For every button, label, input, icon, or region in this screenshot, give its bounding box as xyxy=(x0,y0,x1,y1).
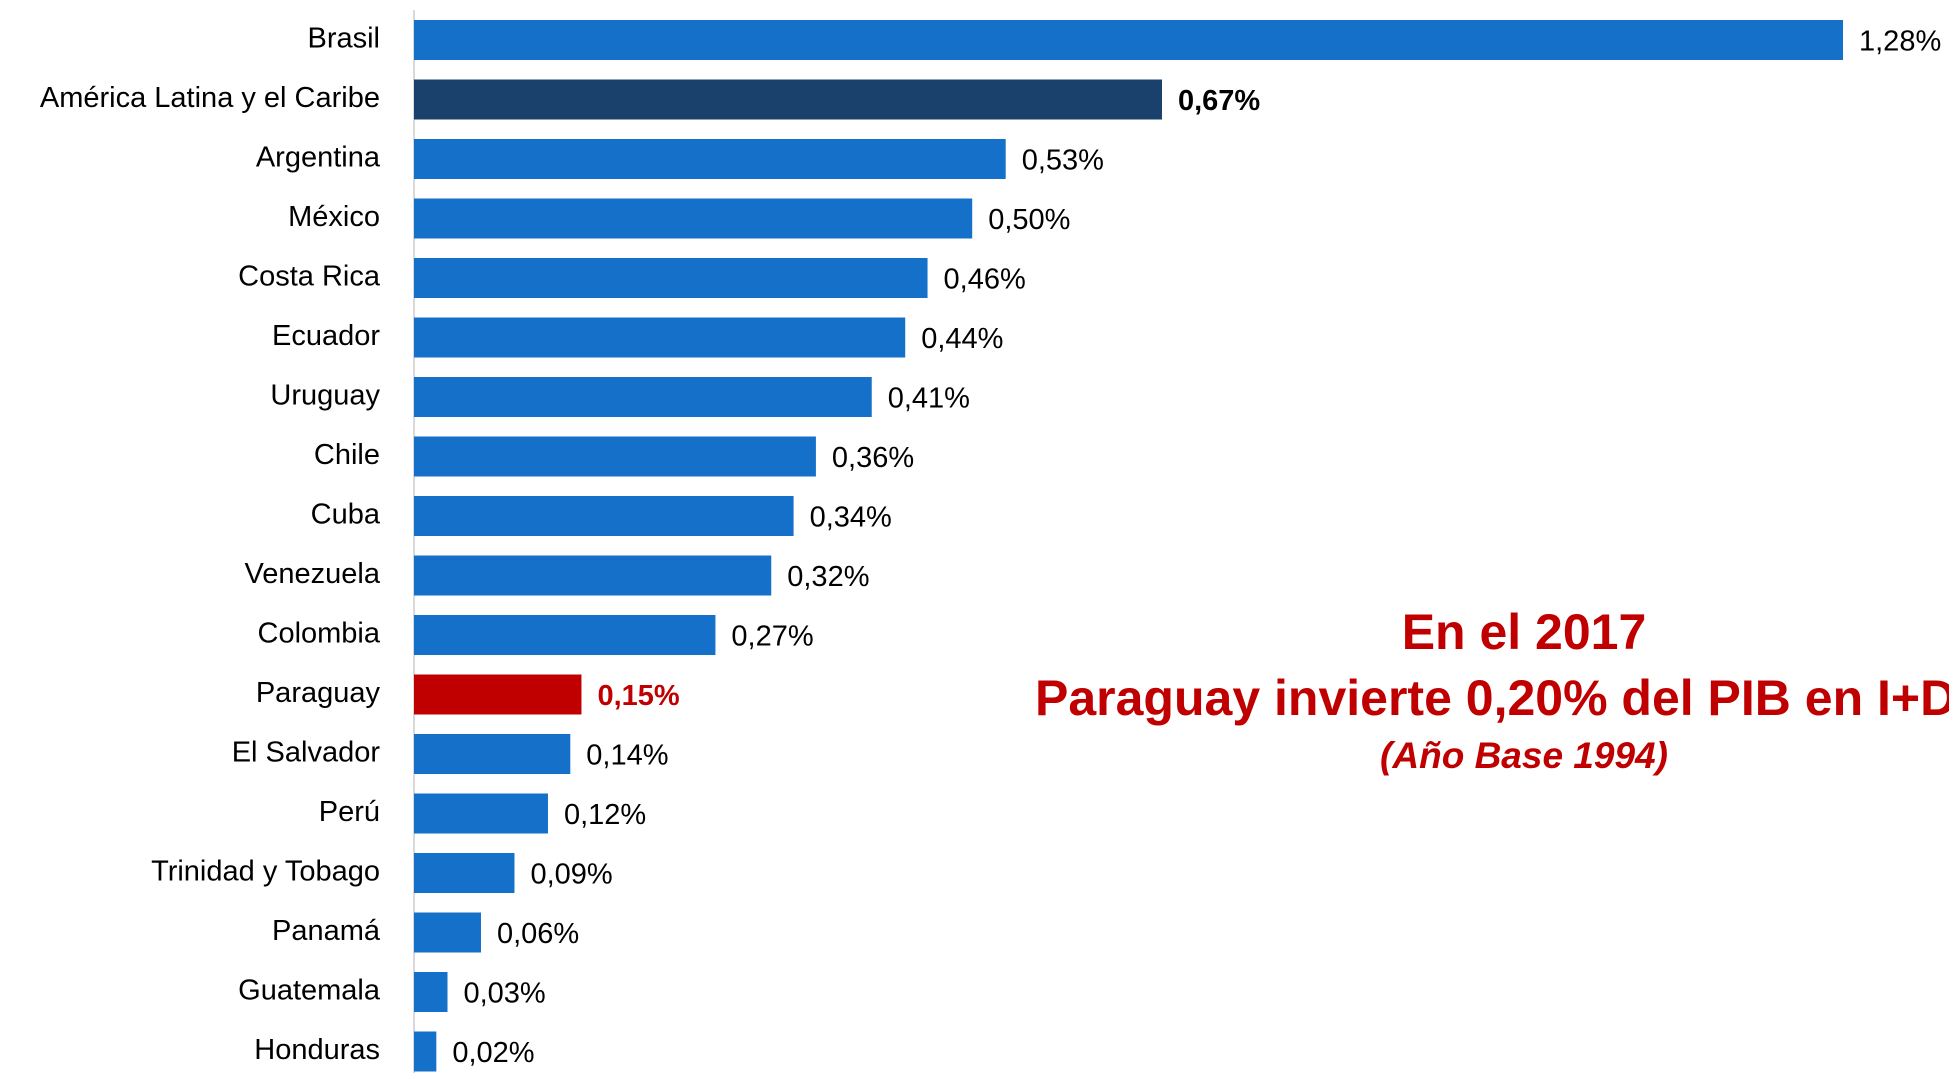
y-tick-label: América Latina y el Caribe xyxy=(40,82,380,114)
bar xyxy=(414,317,906,358)
value-label: 0,53% xyxy=(1022,145,1104,177)
y-tick-label: Brasil xyxy=(307,23,380,55)
y-tick-label: Argentina xyxy=(256,142,381,174)
bar xyxy=(414,674,582,715)
y-tick-label: El Salvador xyxy=(232,737,381,769)
y-tick-label: Uruguay xyxy=(270,380,380,412)
value-label: 0,02% xyxy=(452,1037,534,1069)
value-label: 0,09% xyxy=(530,859,612,891)
bar xyxy=(414,436,816,477)
value-label: 0,44% xyxy=(921,323,1003,355)
value-label: 0,50% xyxy=(988,204,1070,236)
bar xyxy=(414,377,872,417)
bar xyxy=(414,496,794,536)
bar xyxy=(414,198,973,239)
y-tick-label: Perú xyxy=(319,796,380,828)
value-label: 0,14% xyxy=(586,740,668,772)
value-label: 1,28% xyxy=(1859,26,1941,58)
value-label: 0,67% xyxy=(1178,85,1260,117)
annotation-title: En el 2017 xyxy=(1402,604,1647,660)
value-label: 0,34% xyxy=(810,502,892,534)
bar xyxy=(414,853,515,893)
y-tick-label: Cuba xyxy=(311,499,381,531)
bar xyxy=(414,1031,437,1072)
y-tick-label: Chile xyxy=(314,439,380,471)
bar xyxy=(414,912,481,953)
y-tick-label: Costa Rica xyxy=(238,261,381,293)
bar xyxy=(414,258,928,298)
value-label: 0,36% xyxy=(832,442,914,474)
value-label: 0,27% xyxy=(731,621,813,653)
bar xyxy=(414,793,548,834)
y-tick-label: México xyxy=(288,201,380,233)
value-label: 0,46% xyxy=(944,264,1026,296)
bar xyxy=(414,20,1843,60)
y-tick-label: Colombia xyxy=(258,618,381,650)
bar xyxy=(414,139,1006,179)
y-tick-label: Ecuador xyxy=(272,320,380,352)
value-label: 0,15% xyxy=(597,680,679,712)
value-label: 0,03% xyxy=(463,978,545,1010)
y-tick-label: Panamá xyxy=(272,915,381,947)
value-label: 0,12% xyxy=(564,799,646,831)
value-label: 0,41% xyxy=(888,383,970,415)
y-tick-label: Trinidad y Tobago xyxy=(151,856,380,888)
bar xyxy=(414,734,571,774)
y-tick-label: Honduras xyxy=(254,1034,380,1066)
y-tick-label: Paraguay xyxy=(256,677,381,709)
bar xyxy=(414,79,1162,120)
annotation-text: Paraguay invierte 0,20% del PIB en I+D xyxy=(1035,670,1949,726)
y-tick-label: Venezuela xyxy=(245,558,381,590)
value-label: 0,32% xyxy=(787,561,869,593)
bar xyxy=(414,615,716,655)
annotation-note: (Año Base 1994) xyxy=(1380,735,1668,776)
value-label: 0,06% xyxy=(497,918,579,950)
y-tick-label: Guatemala xyxy=(238,975,381,1007)
bar xyxy=(414,555,772,596)
bar xyxy=(414,972,448,1012)
